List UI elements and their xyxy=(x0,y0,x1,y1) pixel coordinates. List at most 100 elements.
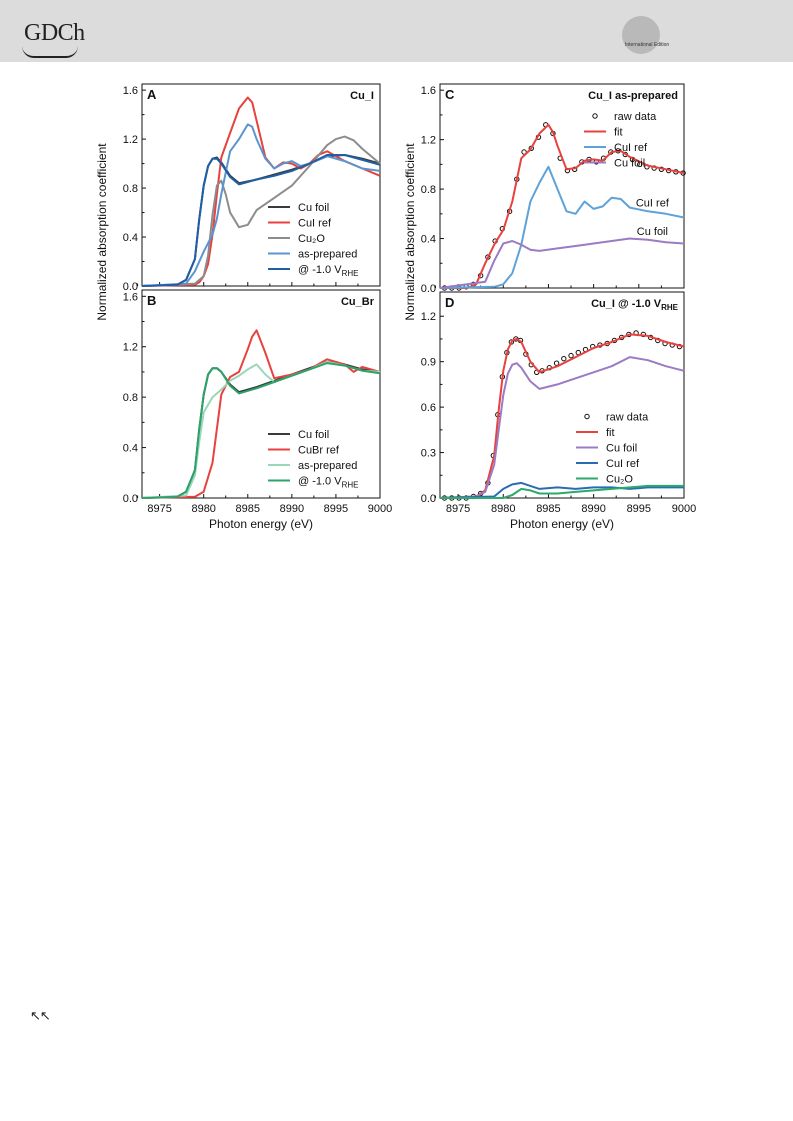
y-tick-label: 0.8 xyxy=(421,184,436,196)
legend-entry: raw data xyxy=(614,111,657,123)
x-tick-label: 8975 xyxy=(147,503,171,515)
legend-entry-name: Cu foil xyxy=(298,202,329,214)
legend-entry: as-prepared xyxy=(298,249,357,261)
legend-entry: Cu foil xyxy=(606,443,637,455)
legend-entry-name: as-prepared xyxy=(298,460,357,472)
series-line-1 xyxy=(141,329,381,499)
legend-marker xyxy=(592,113,598,119)
legend-entry-name: fit xyxy=(606,427,615,439)
data-point xyxy=(561,355,567,362)
curve-annotation: Cu foil xyxy=(637,226,668,238)
legend-entry-name: Cu₂O xyxy=(606,474,633,486)
x-axis-label: Photon energy (eV) xyxy=(209,517,313,531)
y-axis-label-right: Normalized absorption coefficient xyxy=(403,143,417,321)
panel-title: Cu_I @ -1.0 VRHE xyxy=(591,298,679,312)
legend-entry: as-prepared xyxy=(298,460,357,472)
curve-annotation: CuI ref xyxy=(636,197,670,209)
legend-entry-name: as-prepared xyxy=(298,249,357,261)
y-tick-label: 1.2 xyxy=(123,134,138,146)
series-line-4 xyxy=(141,154,381,287)
series-line-0 xyxy=(141,154,381,287)
series-line-3 xyxy=(439,237,685,289)
legend-entry-name: @ -1.0 V xyxy=(298,264,342,276)
legend-entry: Cu foil xyxy=(614,158,645,170)
legend-entry: raw data xyxy=(606,412,649,424)
series-line-1 xyxy=(440,123,685,289)
legend-entry-name: @ -1.0 V xyxy=(298,476,342,488)
x-tick-label: 8980 xyxy=(491,503,515,515)
y-tick-label: 1.6 xyxy=(421,85,436,97)
legend-entry: CuI ref xyxy=(298,218,332,230)
panel-title: Cu_I as-prepared xyxy=(588,90,678,102)
x-tick-label: 8985 xyxy=(236,503,260,515)
y-tick-label: 0.6 xyxy=(421,402,436,414)
panel-A: 0.0 0.4 0.8 1.2 1.6 A Cu_I Cu foil CuI ref Cu₂O as… xyxy=(123,83,381,293)
legend-marker xyxy=(584,413,590,420)
y-tick-label: 1.2 xyxy=(421,135,436,147)
edition-badge-icon xyxy=(622,16,660,54)
y-tick-label: 0.8 xyxy=(123,183,138,195)
panel-title: Cu_Br xyxy=(341,296,375,308)
series-line-3 xyxy=(141,123,381,287)
y-tick-label: 0.9 xyxy=(421,357,436,369)
panel-letter: D xyxy=(445,295,454,310)
y-tick-label: 0.4 xyxy=(421,234,436,246)
legend-entry: Cu foil xyxy=(298,202,329,214)
legend: Cu foil CuBr ref as-prepared @ -1.0 VRHE xyxy=(268,429,358,490)
legend-entry-name: Cu foil xyxy=(614,158,645,170)
x-tick-label: 8990 xyxy=(581,503,605,515)
y-tick-label: 1.6 xyxy=(123,291,138,303)
panel-frame xyxy=(439,83,685,289)
x-tick-label: 8995 xyxy=(324,503,348,515)
legend-entry-name: CuBr ref xyxy=(298,445,340,457)
legend-entry: CuI ref xyxy=(606,458,640,470)
series-line-3 xyxy=(439,481,684,499)
series-line-2 xyxy=(439,356,685,499)
series-line-4 xyxy=(440,484,684,499)
panel-title: Cu_I xyxy=(350,90,374,102)
legend-entry-subscript: RHE xyxy=(342,269,359,278)
x-tick-label: 8975 xyxy=(446,503,470,515)
x-tick-label: 8985 xyxy=(536,503,560,515)
series-line-2 xyxy=(141,135,381,287)
x-tick-label: 8990 xyxy=(280,503,304,515)
legend-entry-subscript: RHE xyxy=(342,481,359,490)
legend: Cu foil CuI ref Cu₂O as-prepared @ -1.0 VRHE xyxy=(268,202,358,278)
data-point xyxy=(553,360,560,366)
legend-entry: Cu₂O xyxy=(606,474,633,486)
panel-frame xyxy=(141,289,381,499)
data-point xyxy=(568,352,574,359)
series-line-1 xyxy=(439,333,685,499)
series-line-3 xyxy=(141,362,381,499)
y-tick-label: 1.6 xyxy=(123,85,138,97)
panel-title-text: Cu_I @ -1.0 V xyxy=(591,298,662,310)
y-tick-label: 1.2 xyxy=(421,311,436,323)
legend-entry: CuI ref xyxy=(614,142,648,154)
y-tick-label: 0.0 xyxy=(123,281,138,293)
panel-frame xyxy=(439,291,685,499)
legend-entry-name: Cu foil xyxy=(606,443,637,455)
x-tick-label: 8995 xyxy=(627,503,651,515)
legend-entry: @ -1.0 VRHE xyxy=(298,476,358,490)
panel-title-subscript: RHE xyxy=(661,303,679,312)
back-to-top-icon[interactable]: ↖↖ xyxy=(30,1008,51,1023)
legend-entry: fit xyxy=(614,127,623,139)
legend-entry: CuBr ref xyxy=(298,445,340,457)
y-tick-label: 0.8 xyxy=(123,392,138,404)
gdch-logo-swoosh xyxy=(22,46,78,58)
legend-entry-name: CuI ref xyxy=(298,218,332,230)
legend: raw data fit Cu foil CuI ref Cu₂O xyxy=(576,412,649,486)
xanes-figure: Normalized absorption coefficient Normal… xyxy=(90,72,710,552)
legend-entry: Cu foil xyxy=(298,429,329,441)
legend-entry: fit xyxy=(606,427,615,439)
legend-entry-name: Cu₂O xyxy=(298,233,325,245)
series-line-2 xyxy=(439,165,685,289)
legend-entry-name: fit xyxy=(614,127,623,139)
panel-title-text: Cu_Br xyxy=(341,296,375,308)
panel-B: 0.0 0.4 0.8 1.2 1.6 8975 8980 8985 8990 8995 9000 P… xyxy=(123,289,392,531)
x-axis-label: Photon energy (eV) xyxy=(510,517,614,531)
legend-entry: @ -1.0 VRHE xyxy=(298,264,358,278)
panel-title-text: Cu_I as-prepared xyxy=(588,90,678,102)
y-tick-label: 0.0 xyxy=(123,493,138,505)
legend: raw data fit CuI ref Cu foil xyxy=(584,111,657,170)
